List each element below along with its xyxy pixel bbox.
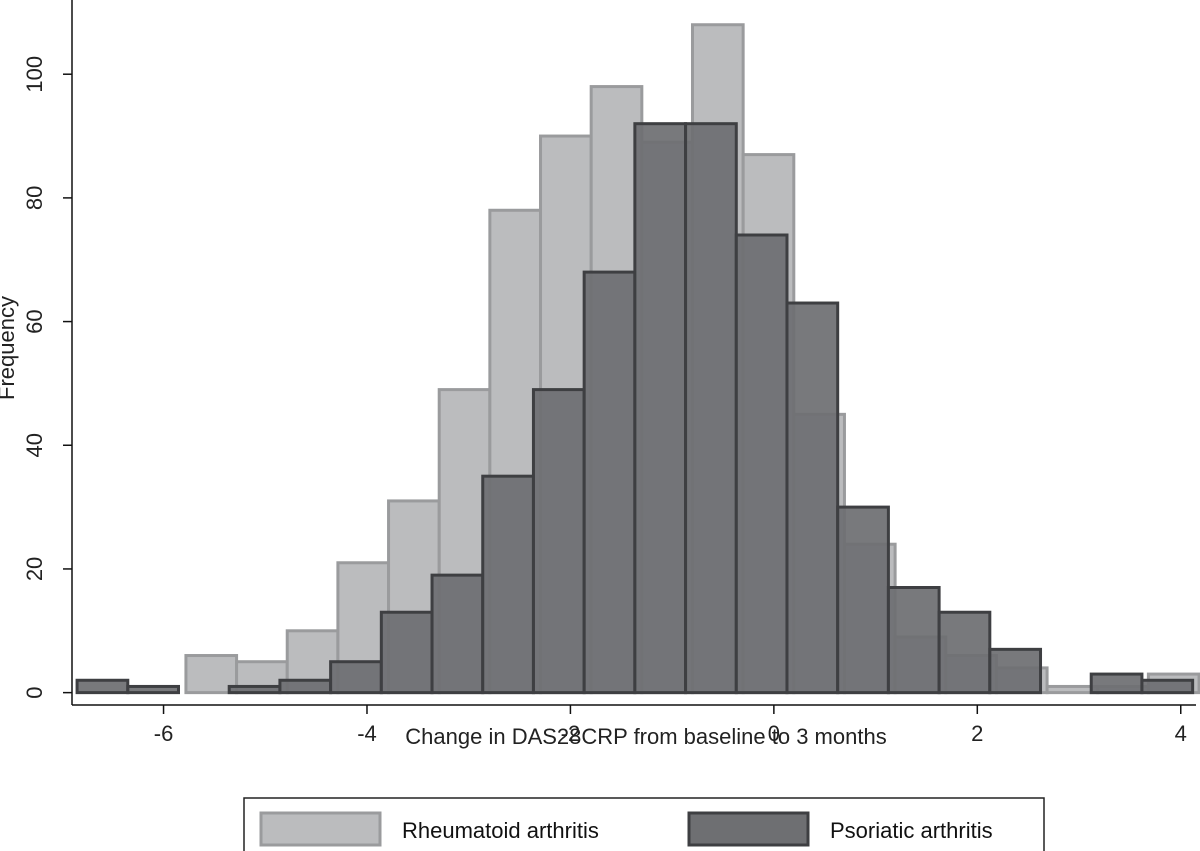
y-tick-label-0: 0 (22, 687, 47, 699)
x-tick-label--2: -2 (561, 721, 581, 746)
bar-psoriatic-arthritis-4 (278, 678, 333, 695)
bar-psoriatic-arthritis-11 (633, 122, 688, 695)
x-tick-label--6: -6 (154, 721, 174, 746)
bar-psoriatic-arthritis-9 (531, 388, 586, 695)
bar-psoriatic-arthritis-1 (126, 684, 181, 695)
bar-psoriatic-arthritis-13 (734, 233, 789, 695)
bar-psoriatic-arthritis-16 (886, 586, 941, 695)
x-tick-label-0: 0 (768, 721, 780, 746)
bar-psoriatic-arthritis-10 (582, 270, 637, 695)
y-tick-label-80: 80 (22, 186, 47, 210)
y-tick-label-20: 20 (22, 557, 47, 581)
bar-psoriatic-arthritis-6 (379, 610, 434, 695)
bar-psoriatic-arthritis-15 (836, 505, 890, 695)
bar-psoriatic-arthritis-20 (1089, 672, 1144, 695)
series-psoriatic-arthritis-bars (75, 122, 1195, 695)
y-tick-label-100: 100 (22, 56, 47, 93)
x-tick-label-4: 4 (1175, 721, 1187, 746)
y-axis: 0 20 40 60 80 100 (22, 0, 73, 705)
bar-psoriatic-arthritis-17 (937, 610, 992, 695)
x-axis-title: Change in DAS28CRP from baseline to 3 mo… (405, 724, 886, 749)
y-axis-title: Frequency (0, 296, 19, 400)
bar-psoriatic-arthritis-0 (75, 678, 130, 695)
bar-psoriatic-arthritis-7 (430, 573, 485, 695)
y-tick-label-60: 60 (22, 309, 47, 333)
bar-psoriatic-arthritis-18 (988, 647, 1043, 695)
bar-psoriatic-arthritis-12 (684, 122, 738, 695)
legend-label-psoriatic-arthritis: Psoriatic arthritis (830, 818, 993, 843)
x-axis: -6 -4 -2 0 2 4 (72, 704, 1196, 746)
bar-psoriatic-arthritis-8 (481, 474, 535, 695)
x-tick-label-2: 2 (971, 721, 983, 746)
legend-swatch-psoriatic-arthritis (687, 811, 810, 847)
legend-label-rheumatoid-arthritis: Rheumatoid arthritis (402, 818, 599, 843)
bar-psoriatic-arthritis-14 (785, 301, 840, 695)
legend-swatch-rheumatoid-arthritis (259, 811, 382, 847)
bar-rheumatoid-arthritis-0 (184, 654, 239, 695)
bar-psoriatic-arthritis-3 (227, 684, 282, 695)
bar-psoriatic-arthritis-21 (1140, 678, 1195, 695)
y-tick-label-40: 40 (22, 433, 47, 457)
x-tick-label--4: -4 (357, 721, 377, 746)
bar-psoriatic-arthritis-5 (329, 660, 383, 695)
legend: Rheumatoid arthritis Psoriatic arthritis (243, 797, 1045, 851)
